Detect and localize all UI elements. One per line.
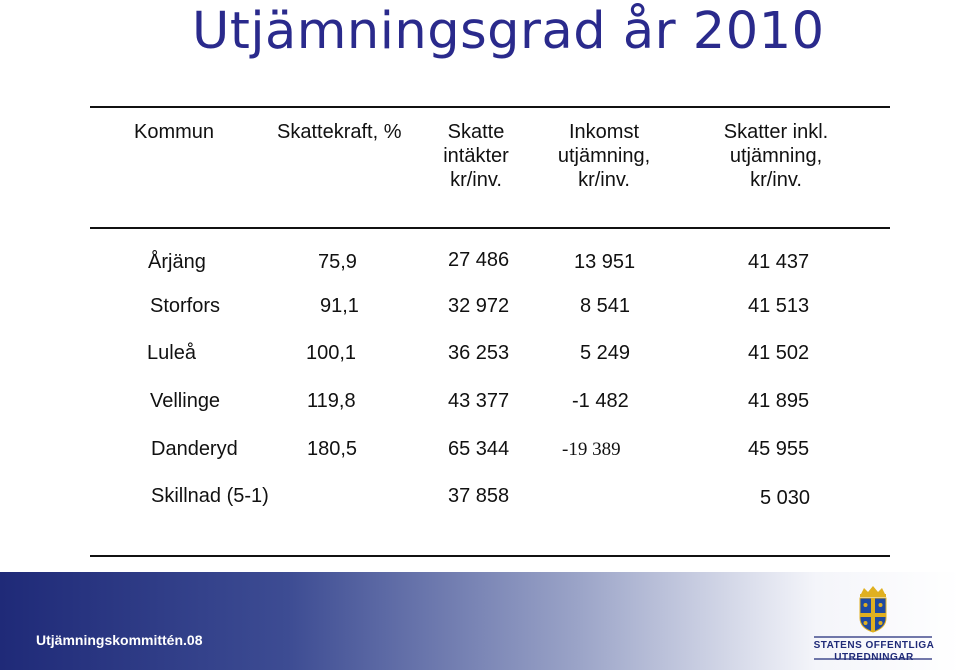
table-top-rule <box>90 106 890 108</box>
table-cell-skatteintakter: 65 344 <box>448 438 510 460</box>
swedish-crown-shield-icon <box>814 586 932 660</box>
table-cell-inkomstutjamning: 8 541 <box>580 295 631 317</box>
table-cell-kommun: Årjäng <box>148 251 206 273</box>
table-cell-skattekraft: 100,1 <box>306 342 357 364</box>
table-cell-skatteintakter: 37 858 <box>448 485 510 507</box>
table-cell-skattekraft: 119,8 <box>307 390 356 412</box>
table-cell-skatteintakter: 36 253 <box>448 342 510 364</box>
table-cell-inkomstutjamning: 13 951 <box>574 251 636 273</box>
table-cell-kommun: Luleå <box>147 342 196 364</box>
header-skatter-inkl: Skatter inkl. utjämning, kr/inv. <box>723 121 829 191</box>
table-cell-skatter-inkl: 41 895 <box>748 390 810 412</box>
table-cell-kommun: Storfors <box>150 295 221 317</box>
table-cell-skattekraft: 91,1 <box>320 295 359 317</box>
footer-band <box>0 572 960 670</box>
table-cell-skatter-inkl: 41 513 <box>748 295 810 317</box>
page-title: Utjämningsgrad år 2010 <box>192 2 825 61</box>
table-cell-skatter-inkl: 41 502 <box>748 342 810 364</box>
table-cell-skatter-inkl: 5 030 <box>760 487 811 509</box>
table-cell-kommun: Skillnad (5-1) <box>151 485 269 507</box>
header-skattekraft: Skattekraft, % <box>277 121 402 143</box>
table-cell-skatteintakter: 32 972 <box>448 295 510 317</box>
table-bottom-rule <box>90 555 890 557</box>
table-cell-inkomstutjamning: 5 249 <box>580 342 631 364</box>
table-cell-kommun: Danderyd <box>151 438 238 460</box>
table-cell-skattekraft: 75,9 <box>318 251 357 273</box>
table-cell-skatter-inkl: 41 437 <box>748 251 810 273</box>
table-cell-inkomstutjamning: -1 482 <box>572 390 629 412</box>
table-cell-skatter-inkl: 45 955 <box>748 438 810 460</box>
header-kommun: Kommun <box>134 121 215 143</box>
logo-text-line1: STATENS OFFENTLIGA <box>813 640 935 651</box>
footer-label: Utjämningskommittén.08 <box>36 632 203 648</box>
header-inkomstutjamning: Inkomst utjämning, kr/inv. <box>557 121 651 191</box>
header-divider-rule <box>90 227 890 229</box>
table-cell-kommun: Vellinge <box>150 390 221 412</box>
table-cell-skatteintakter: 27 486 <box>448 249 510 271</box>
table-cell-skatteintakter: 43 377 <box>448 390 510 412</box>
header-skatteintakter: Skatte intäkter kr/inv. <box>443 121 509 191</box>
table-cell-skattekraft: 180,5 <box>307 438 358 460</box>
table-cell-inkomstutjamning: -19 389 <box>562 439 621 460</box>
logo-text-line2: UTREDNINGAR <box>834 652 914 663</box>
